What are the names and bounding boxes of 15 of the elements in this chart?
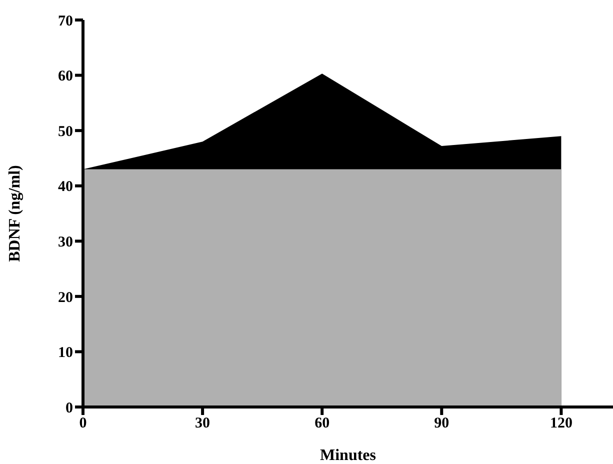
- y-tick-label: 0: [66, 400, 73, 416]
- y-tick-label: 10: [58, 345, 73, 362]
- y-tick-label: 40: [58, 179, 73, 196]
- x-tick-label: 60: [314, 416, 330, 432]
- y-tick-label: 70: [58, 13, 73, 30]
- y-tick-label: 60: [58, 68, 73, 85]
- y-axis-title: BDNF (ng/ml): [6, 165, 24, 262]
- y-tick-label: 20: [58, 290, 73, 306]
- x-tick-label: 0: [79, 416, 87, 432]
- x-tick-label: 120: [550, 416, 572, 432]
- y-tick-label: 30: [58, 234, 73, 250]
- x-tick-label: 30: [195, 416, 210, 432]
- x-tick-label: 90: [434, 416, 450, 432]
- x-axis-title: Minutes: [320, 447, 376, 464]
- y-tick-label: 50: [58, 124, 73, 140]
